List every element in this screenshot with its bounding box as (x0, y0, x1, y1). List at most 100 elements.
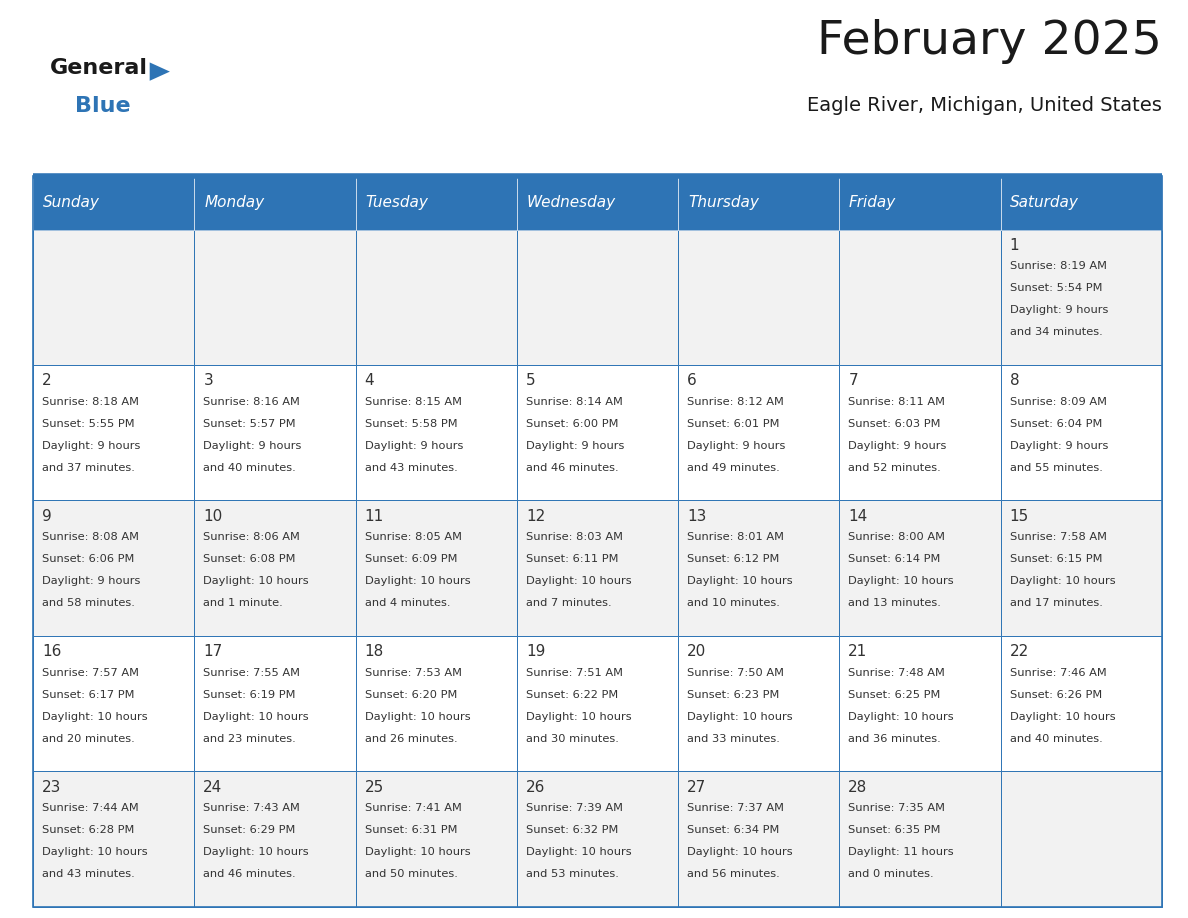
Bar (355, 500, 517, 636)
Text: Sunrise: 7:41 AM: Sunrise: 7:41 AM (365, 803, 461, 813)
Text: Sunset: 6:19 PM: Sunset: 6:19 PM (203, 690, 296, 700)
Text: 20: 20 (687, 644, 707, 659)
Bar (517, 636, 678, 771)
Text: Daylight: 9 hours: Daylight: 9 hours (1010, 441, 1108, 451)
Text: Daylight: 10 hours: Daylight: 10 hours (203, 711, 309, 722)
Bar (33, 176, 1162, 907)
Bar (517, 771, 678, 907)
Text: and 34 minutes.: and 34 minutes. (1010, 328, 1102, 337)
Text: Eagle River, Michigan, United States: Eagle River, Michigan, United States (807, 95, 1162, 115)
Text: and 20 minutes.: and 20 minutes. (42, 733, 135, 744)
Text: Sunrise: 7:53 AM: Sunrise: 7:53 AM (365, 668, 462, 678)
Bar (840, 176, 1000, 230)
Text: Sunrise: 8:05 AM: Sunrise: 8:05 AM (365, 532, 462, 543)
Text: February 2025: February 2025 (817, 19, 1162, 64)
Text: Sunset: 6:22 PM: Sunset: 6:22 PM (526, 690, 618, 700)
Text: Sunrise: 8:09 AM: Sunrise: 8:09 AM (1010, 397, 1106, 407)
Bar (678, 771, 840, 907)
Text: Daylight: 9 hours: Daylight: 9 hours (526, 441, 624, 451)
Text: Sunday: Sunday (43, 196, 100, 210)
Bar (1000, 365, 1162, 500)
Bar (33, 636, 195, 771)
Text: Daylight: 10 hours: Daylight: 10 hours (365, 847, 470, 857)
Text: Daylight: 10 hours: Daylight: 10 hours (203, 577, 309, 587)
Bar (840, 230, 1000, 365)
Text: Sunrise: 7:48 AM: Sunrise: 7:48 AM (848, 668, 946, 678)
Text: and 1 minute.: and 1 minute. (203, 599, 283, 609)
Text: Sunrise: 7:46 AM: Sunrise: 7:46 AM (1010, 668, 1106, 678)
Text: Sunrise: 8:06 AM: Sunrise: 8:06 AM (203, 532, 301, 543)
Text: Sunset: 6:08 PM: Sunset: 6:08 PM (203, 554, 296, 565)
Text: Sunset: 6:00 PM: Sunset: 6:00 PM (526, 419, 618, 429)
Text: Daylight: 9 hours: Daylight: 9 hours (42, 441, 140, 451)
Polygon shape (150, 62, 170, 81)
Text: Daylight: 9 hours: Daylight: 9 hours (687, 441, 785, 451)
Text: Sunset: 6:35 PM: Sunset: 6:35 PM (848, 825, 941, 835)
Text: 18: 18 (365, 644, 384, 659)
Text: Sunrise: 7:43 AM: Sunrise: 7:43 AM (203, 803, 301, 813)
Bar (195, 636, 355, 771)
Text: Daylight: 10 hours: Daylight: 10 hours (1010, 577, 1116, 587)
Bar (33, 365, 195, 500)
Text: Sunrise: 7:44 AM: Sunrise: 7:44 AM (42, 803, 139, 813)
Text: Daylight: 10 hours: Daylight: 10 hours (42, 847, 147, 857)
Text: and 36 minutes.: and 36 minutes. (848, 733, 941, 744)
Bar (517, 365, 678, 500)
Text: Sunset: 5:55 PM: Sunset: 5:55 PM (42, 419, 134, 429)
Bar (33, 230, 195, 365)
Text: and 26 minutes.: and 26 minutes. (365, 733, 457, 744)
Text: 3: 3 (203, 374, 213, 388)
Text: Sunset: 6:14 PM: Sunset: 6:14 PM (848, 554, 941, 565)
Bar (33, 500, 195, 636)
Text: and 17 minutes.: and 17 minutes. (1010, 599, 1102, 609)
Text: Blue: Blue (75, 96, 131, 117)
Text: Sunrise: 8:01 AM: Sunrise: 8:01 AM (687, 532, 784, 543)
Bar (678, 636, 840, 771)
Text: 6: 6 (687, 374, 697, 388)
Text: Sunrise: 7:39 AM: Sunrise: 7:39 AM (526, 803, 623, 813)
Text: Sunset: 6:06 PM: Sunset: 6:06 PM (42, 554, 134, 565)
Text: 12: 12 (526, 509, 545, 524)
Text: Daylight: 9 hours: Daylight: 9 hours (203, 441, 302, 451)
Text: Sunrise: 8:00 AM: Sunrise: 8:00 AM (848, 532, 946, 543)
Text: Daylight: 10 hours: Daylight: 10 hours (42, 711, 147, 722)
Bar (840, 500, 1000, 636)
Text: Sunrise: 8:11 AM: Sunrise: 8:11 AM (848, 397, 946, 407)
Text: Sunset: 5:58 PM: Sunset: 5:58 PM (365, 419, 457, 429)
Text: and 58 minutes.: and 58 minutes. (42, 599, 135, 609)
Bar (840, 771, 1000, 907)
Text: Daylight: 10 hours: Daylight: 10 hours (203, 847, 309, 857)
Text: 13: 13 (687, 509, 707, 524)
Bar (195, 176, 355, 230)
Bar (33, 771, 195, 907)
Text: Daylight: 10 hours: Daylight: 10 hours (687, 847, 792, 857)
Text: 19: 19 (526, 644, 545, 659)
Text: 11: 11 (365, 509, 384, 524)
Text: and 37 minutes.: and 37 minutes. (42, 463, 135, 473)
Text: 26: 26 (526, 779, 545, 795)
Text: 21: 21 (848, 644, 867, 659)
Text: and 50 minutes.: and 50 minutes. (365, 869, 457, 879)
Text: and 7 minutes.: and 7 minutes. (526, 599, 612, 609)
Text: Sunrise: 7:35 AM: Sunrise: 7:35 AM (848, 803, 946, 813)
Text: Sunset: 6:25 PM: Sunset: 6:25 PM (848, 690, 941, 700)
Text: Daylight: 11 hours: Daylight: 11 hours (848, 847, 954, 857)
Text: 2: 2 (42, 374, 52, 388)
Text: and 0 minutes.: and 0 minutes. (848, 869, 934, 879)
Text: Monday: Monday (204, 196, 264, 210)
Text: Tuesday: Tuesday (366, 196, 428, 210)
Text: 8: 8 (1010, 374, 1019, 388)
Text: Daylight: 10 hours: Daylight: 10 hours (687, 577, 792, 587)
Text: 15: 15 (1010, 509, 1029, 524)
Text: Sunset: 6:12 PM: Sunset: 6:12 PM (687, 554, 779, 565)
Text: Sunrise: 8:15 AM: Sunrise: 8:15 AM (365, 397, 462, 407)
Text: and 43 minutes.: and 43 minutes. (42, 869, 135, 879)
Text: and 33 minutes.: and 33 minutes. (687, 733, 779, 744)
Text: Sunrise: 8:03 AM: Sunrise: 8:03 AM (526, 532, 623, 543)
Text: and 43 minutes.: and 43 minutes. (365, 463, 457, 473)
Text: Daylight: 10 hours: Daylight: 10 hours (365, 577, 470, 587)
Text: 9: 9 (42, 509, 52, 524)
Bar (1000, 500, 1162, 636)
Text: Daylight: 10 hours: Daylight: 10 hours (526, 847, 632, 857)
Bar (33, 176, 195, 230)
